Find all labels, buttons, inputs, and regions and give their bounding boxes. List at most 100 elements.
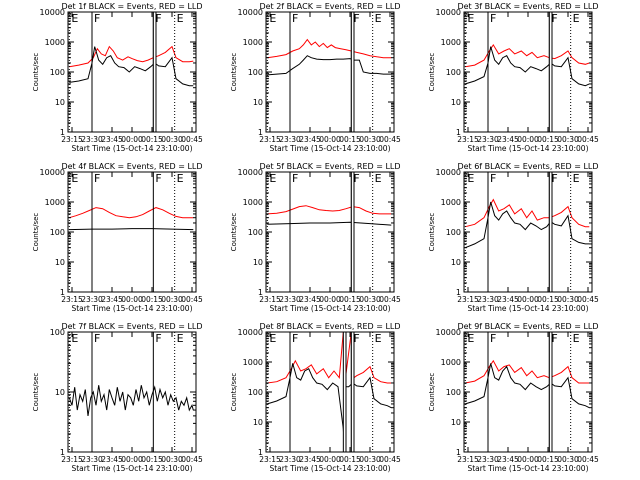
x-tick-label: 23:45 [299, 295, 321, 304]
x-tick-label: 00:45 [181, 295, 203, 304]
x-tick-label: 00:15 [339, 455, 361, 464]
marker-label: E [269, 12, 276, 25]
y-tick-label: 1 [60, 448, 65, 457]
x-tick-label: 23:30 [477, 135, 499, 144]
marker-label: E [375, 332, 382, 345]
y-tick-label: 100 [248, 228, 263, 237]
x-tick-label: 00:30 [161, 295, 183, 304]
x-tick-label: 00:15 [141, 135, 163, 144]
x-tick-label: 23:15 [61, 295, 83, 304]
marker-label: F [353, 12, 359, 25]
x-axis-label: Start Time (15-Oct-14 23:10:00) [71, 144, 192, 153]
y-tick-label: 1 [456, 288, 461, 297]
panel-title: Det 7f BLACK = Events, RED = LLD [61, 322, 202, 331]
marker-label: E [467, 172, 474, 185]
x-tick-label: 00:00 [121, 455, 143, 464]
marker-label: E [467, 12, 474, 25]
x-tick-label: 00:30 [359, 135, 381, 144]
gap-interval [548, 171, 553, 293]
y-tick-label: 100 [50, 328, 65, 337]
marker-label: F [155, 332, 161, 345]
panel-title: Det 5f BLACK = Events, RED = LLD [259, 162, 400, 171]
x-tick-label: 23:15 [457, 455, 479, 464]
x-tick-label: 00:30 [557, 135, 579, 144]
y-tick-label: 10 [253, 418, 263, 427]
y-tick-label: 10 [55, 98, 65, 107]
marker-label: E [375, 172, 382, 185]
marker-label: E [573, 12, 580, 25]
x-tick-label: 23:45 [497, 295, 519, 304]
y-tick-label: 100 [50, 228, 65, 237]
y-tick-label: 10000 [238, 8, 263, 17]
panel-title: Det 8f BLACK = Events, RED = LLD [259, 322, 400, 331]
marker-label: E [177, 332, 184, 345]
y-tick-label: 10000 [436, 8, 461, 17]
events-series-line [465, 201, 590, 249]
y-tick-label: 1 [258, 128, 263, 137]
x-tick-label: 00:15 [141, 295, 163, 304]
marker-label: F [94, 12, 100, 25]
gap-interval [548, 11, 553, 133]
series-group [267, 332, 392, 452]
y-tick-label: 100 [248, 388, 263, 397]
x-tick-label: 00:00 [517, 455, 539, 464]
x-axis-label: Start Time (15-Oct-14 23:10:00) [467, 464, 588, 473]
x-tick-label: 23:15 [457, 135, 479, 144]
panel-title: Det 3f BLACK = Events, RED = LLD [457, 2, 598, 11]
x-tick-label: 00:30 [161, 455, 183, 464]
marker-label: F [551, 12, 557, 25]
x-tick-label: 23:30 [81, 295, 103, 304]
y-tick-label: 1000 [243, 358, 263, 367]
events-series-line [267, 55, 392, 76]
events-series-line [465, 363, 590, 409]
gap-interval [350, 331, 355, 453]
marker-label: E [71, 12, 78, 25]
marker-label: F [353, 172, 359, 185]
y-tick-label: 1000 [243, 38, 263, 47]
x-tick-label: 23:30 [279, 295, 301, 304]
y-tick-label: 100 [446, 68, 461, 77]
x-tick-label: 23:15 [259, 295, 281, 304]
y-tick-label: 10 [253, 258, 263, 267]
y-axis-label: Counts/sec [32, 53, 40, 92]
y-tick-label: 1000 [45, 198, 65, 207]
y-tick-label: 10000 [238, 328, 263, 337]
x-tick-label: 00:45 [379, 455, 401, 464]
x-tick-label: 23:15 [61, 135, 83, 144]
series-group [465, 198, 590, 249]
x-tick-label: 00:15 [339, 295, 361, 304]
marker-label: F [94, 332, 100, 345]
y-tick-label: 1 [456, 448, 461, 457]
x-tick-label: 00:15 [537, 135, 559, 144]
x-tick-label: 00:30 [557, 295, 579, 304]
marker-label: E [177, 172, 184, 185]
x-axis-label: Start Time (15-Oct-14 23:10:00) [269, 464, 390, 473]
marker-label: F [490, 332, 496, 345]
x-tick-label: 00:00 [517, 295, 539, 304]
panel-title: Det 4f BLACK = Events, RED = LLD [61, 162, 202, 171]
marker-label: F [551, 172, 557, 185]
x-tick-label: 00:45 [181, 455, 203, 464]
y-tick-label: 100 [446, 228, 461, 237]
x-tick-label: 23:45 [101, 455, 123, 464]
y-tick-label: 10000 [40, 168, 65, 177]
marker-label: F [292, 172, 298, 185]
x-tick-label: 00:15 [537, 455, 559, 464]
y-axis-label: Counts/sec [428, 53, 436, 92]
y-tick-label: 10 [451, 418, 461, 427]
marker-label: F [94, 172, 100, 185]
x-tick-label: 23:45 [101, 295, 123, 304]
x-tick-label: 00:15 [141, 455, 163, 464]
x-tick-label: 00:45 [577, 455, 599, 464]
gap-interval [152, 11, 157, 133]
x-tick-label: 00:45 [181, 135, 203, 144]
x-tick-label: 23:30 [477, 295, 499, 304]
x-tick-label: 23:45 [299, 135, 321, 144]
y-tick-label: 100 [248, 68, 263, 77]
y-tick-label: 10000 [238, 168, 263, 177]
y-tick-label: 10000 [436, 328, 461, 337]
gap-interval [350, 11, 355, 133]
